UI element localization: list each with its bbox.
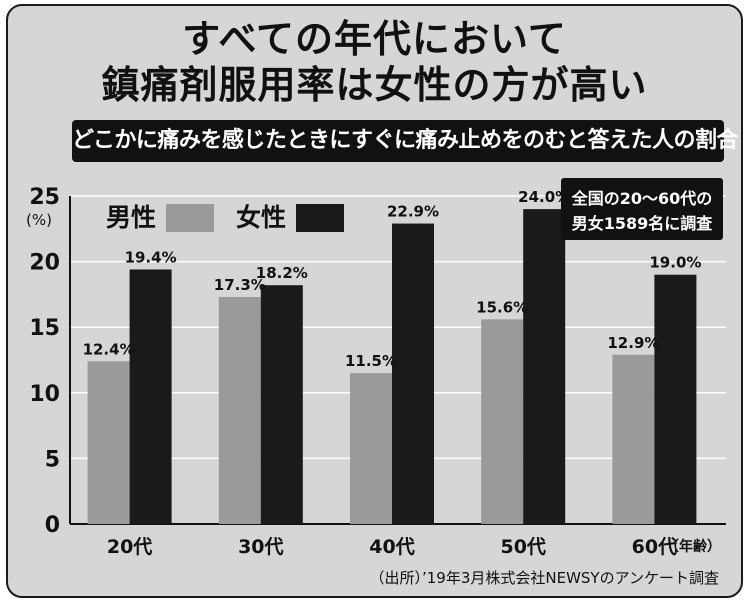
legend: 男性 女性 — [106, 203, 344, 232]
subtitle-text: どこかに痛みを感じたときにすぐに痛み止めをのむと答えた人の割合 — [72, 128, 739, 153]
survey-note: 全国の20～60代の 男女1589名に調査 — [561, 178, 723, 240]
legend-label-male: 男性 — [106, 203, 156, 232]
y-tick-label: 0 — [45, 513, 60, 538]
bar-male — [612, 354, 655, 524]
y-tick-label: 25 — [29, 185, 60, 210]
y-tick-label: 10 — [29, 382, 60, 407]
bar-female — [392, 223, 434, 524]
x-tick-label: 30代 — [238, 536, 283, 558]
bar-chart: 0 5 10 15 20 25 20代 30代 40代 50代 60代 12.4% 19.4% 17.… — [26, 178, 726, 558]
source-note: （出所）’19年3月株式会社NEWSYのアンケート調査 — [369, 569, 719, 587]
survey-note-box — [561, 178, 723, 240]
data-label-female: 18.2% — [256, 264, 308, 282]
y-tick-label: 5 — [45, 447, 60, 472]
legend-label-female: 女性 — [236, 203, 286, 232]
bar-female — [654, 274, 697, 524]
bar-male — [481, 319, 524, 524]
bar-male — [87, 361, 130, 524]
x-tick-label: 60代 — [632, 536, 677, 558]
data-label-male: 17.3% — [214, 276, 266, 294]
title-line-1: すべての年代において — [182, 17, 567, 61]
bar-female — [260, 285, 303, 524]
bars — [87, 209, 697, 524]
data-label-male: 11.5% — [345, 352, 397, 370]
survey-note-line-1: 全国の20～60代の — [571, 189, 713, 208]
x-tick-label: 40代 — [369, 536, 414, 558]
bar-female — [129, 269, 172, 524]
y-tick-label: 15 — [29, 316, 60, 341]
x-tick-label: 20代 — [107, 536, 152, 558]
chart-card: すべての年代において 鎮痛剤服用率は女性の方が高い どこかに痛みを感じたときにす… — [6, 4, 743, 598]
legend-swatch-female — [296, 204, 344, 232]
y-axis-unit: (%) — [26, 211, 52, 229]
data-label-male: 15.6% — [476, 298, 528, 316]
subtitle-banner: どこかに痛みを感じたときにすぐに痛み止めをのむと答えた人の割合 — [72, 120, 739, 162]
x-tick-label: 50代 — [500, 536, 545, 558]
y-tick-label: 20 — [29, 251, 60, 276]
bar-male — [218, 297, 261, 524]
bar-male — [350, 373, 392, 524]
data-labels: 12.4% 19.4% 17.3%18.2% 11.5% 22.9% 15.6% 24.0%… — [83, 188, 702, 370]
data-label-female: 19.4% — [125, 248, 177, 266]
data-label-female: 24.0% — [518, 188, 570, 206]
y-axis-ticks: 0 5 10 15 20 25 — [29, 185, 60, 538]
title-line-2: 鎮痛剤服用率は女性の方が高い — [101, 63, 648, 107]
chart-title: すべての年代において 鎮痛剤服用率は女性の方が高い — [8, 16, 741, 108]
x-axis-ticks: 20代 30代 40代 50代 60代 — [107, 536, 677, 558]
data-label-female: 22.9% — [387, 203, 439, 221]
bar-female — [523, 209, 566, 524]
x-axis-unit: （年齢） — [665, 538, 721, 555]
data-label-male: 12.4% — [83, 340, 135, 358]
data-label-female: 19.0% — [649, 254, 701, 272]
survey-note-line-2: 男女1589名に調査 — [572, 214, 713, 233]
data-label-male: 12.9% — [607, 334, 659, 352]
legend-swatch-male — [166, 204, 214, 232]
